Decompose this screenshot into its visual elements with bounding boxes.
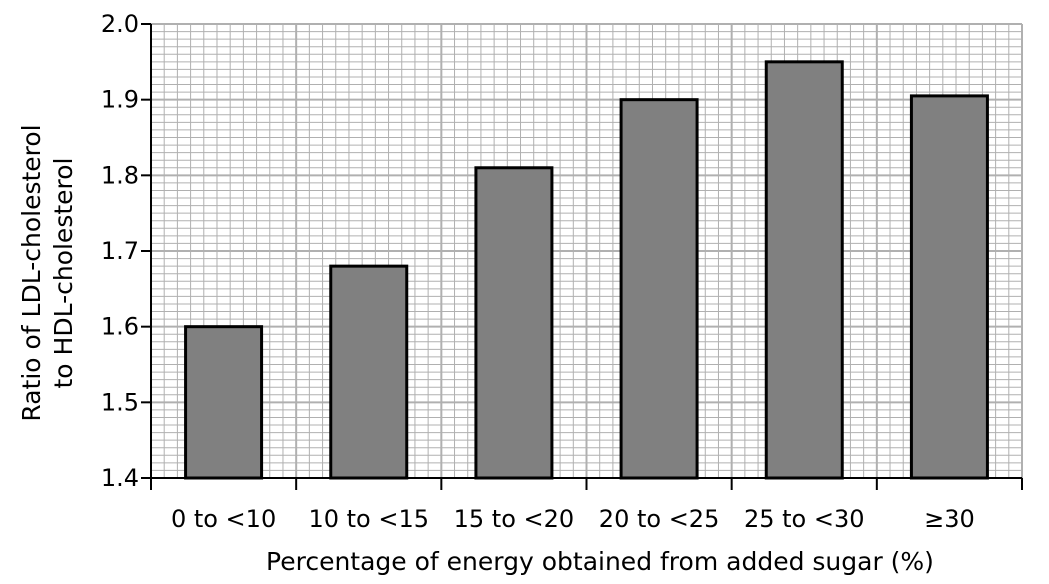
y-axis-title-line-2: to HDL-cholesterol bbox=[49, 158, 78, 389]
y-axis-title-line-1: Ratio of LDL-cholesterol bbox=[17, 124, 46, 421]
x-tick-label: 0 to <10 bbox=[171, 505, 276, 533]
axes-group bbox=[141, 24, 1022, 490]
bar bbox=[184, 325, 264, 480]
y-tick-label: 1.7 bbox=[101, 237, 139, 265]
y-tick-label: 1.4 bbox=[101, 464, 139, 492]
y-tick-label: 1.9 bbox=[101, 86, 139, 114]
bar bbox=[909, 94, 989, 480]
bars-group bbox=[184, 60, 989, 480]
y-tick-label: 1.6 bbox=[101, 313, 139, 341]
x-tick-label: 20 to <25 bbox=[599, 505, 720, 533]
bar bbox=[764, 60, 844, 480]
bar bbox=[474, 166, 554, 480]
chart-grid bbox=[150, 23, 1023, 479]
y-tick-label: 1.8 bbox=[101, 161, 139, 189]
x-tick-label: 15 to <20 bbox=[454, 505, 575, 533]
y-tick-label: 2.0 bbox=[101, 10, 139, 38]
x-tick-label: ≥30 bbox=[924, 505, 975, 533]
y-ticks: 1.4 1.5 1.6 1.7 1.8 1.9 2.0 bbox=[101, 10, 151, 492]
x-ticks: 0 to <10 10 to <15 15 to <20 20 to <25 25 to… bbox=[150, 478, 1023, 533]
x-tick-label: 10 to <15 bbox=[308, 505, 429, 533]
x-axis-title: Percentage of energy obtained from added… bbox=[266, 547, 934, 576]
y-tick-label: 1.5 bbox=[101, 388, 139, 416]
bar bbox=[329, 264, 409, 480]
bar bbox=[619, 98, 699, 480]
x-tick-label: 25 to <30 bbox=[744, 505, 865, 533]
